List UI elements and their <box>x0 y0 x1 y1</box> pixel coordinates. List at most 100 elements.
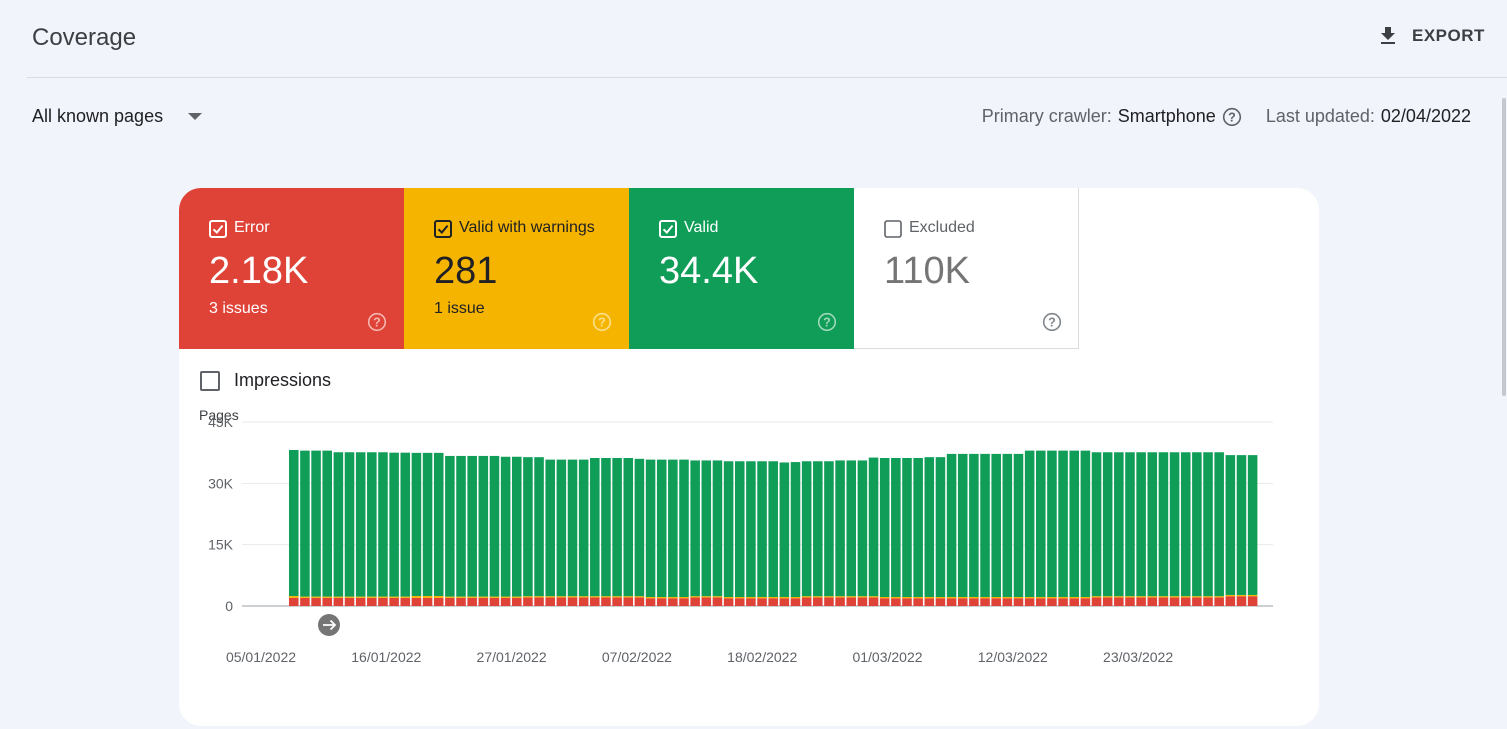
checkbox-unchecked-icon[interactable] <box>200 370 220 391</box>
bar-error <box>333 597 344 606</box>
tile-warning[interactable]: Valid with warnings 281 1 issue ? <box>404 188 629 349</box>
bar-valid <box>668 459 678 598</box>
bar-valid-with-warnings <box>801 596 812 598</box>
bar-valid-with-warnings <box>1047 597 1057 599</box>
bar-valid-with-warnings <box>578 596 589 598</box>
bar-valid <box>1169 452 1180 597</box>
help-circle-icon[interactable]: ? <box>1222 107 1242 127</box>
bar-valid-with-warnings <box>813 596 823 598</box>
bar-valid-with-warnings <box>445 596 455 598</box>
bar-valid-with-warnings <box>668 597 678 599</box>
tile-excluded[interactable]: Excluded 110K ? <box>854 188 1079 349</box>
bar-valid-with-warnings <box>1136 596 1146 598</box>
bar-valid <box>511 456 522 597</box>
bar-valid <box>969 453 979 598</box>
bar-valid <box>980 453 990 598</box>
bar-valid <box>1203 452 1213 597</box>
help-circle-icon[interactable]: ? <box>592 312 612 332</box>
scrollbar-thumb[interactable] <box>1502 98 1506 396</box>
tile-error[interactable]: Error 2.18K 3 issues ? <box>179 188 404 349</box>
bar-valid-with-warnings <box>690 596 700 598</box>
checkbox-checked-icon[interactable] <box>209 220 227 238</box>
bar-valid <box>1114 452 1124 597</box>
bar-valid-with-warnings <box>1247 594 1258 597</box>
bar-valid-with-warnings <box>645 597 656 599</box>
page-filter-dropdown[interactable]: All known pages <box>32 106 203 127</box>
bar-valid <box>924 457 935 598</box>
bar-valid <box>746 461 756 598</box>
checkbox-checked-icon[interactable] <box>659 220 677 238</box>
bar-error <box>1091 597 1102 606</box>
bar-error <box>1203 597 1213 606</box>
bar-valid-with-warnings <box>523 596 533 598</box>
help-circle-icon[interactable]: ? <box>817 312 837 332</box>
bar-valid <box>846 460 857 597</box>
bar-valid <box>1225 455 1236 595</box>
crawl-meta: Primary crawler: Smartphone ? Last updat… <box>982 106 1471 127</box>
bar-error <box>1236 596 1247 606</box>
bar-error <box>980 598 990 606</box>
svg-text:?: ? <box>598 316 606 330</box>
bar-valid-with-warnings <box>1158 596 1169 598</box>
bar-error <box>723 598 734 606</box>
bar-error <box>868 597 879 606</box>
bar-valid <box>723 461 734 598</box>
tile-valid[interactable]: Valid 34.4K ? <box>629 188 854 349</box>
bar-valid-with-warnings <box>311 596 321 598</box>
dropdown-arrow-icon <box>188 112 203 120</box>
bar-error <box>935 598 946 606</box>
bar-valid-with-warnings <box>556 596 567 598</box>
export-button[interactable]: EXPORT <box>1376 24 1485 48</box>
bar-valid-with-warnings <box>344 596 355 598</box>
bar-valid <box>857 460 868 597</box>
x-tick-label: 27/01/2022 <box>477 649 547 665</box>
bar-valid <box>411 452 422 596</box>
bar-valid <box>679 459 689 598</box>
bar-valid-with-warnings <box>567 596 578 598</box>
svg-text:?: ? <box>1048 316 1056 330</box>
bar-valid <box>645 459 656 598</box>
bar-valid-with-warnings <box>500 596 511 598</box>
bar-valid <box>1069 450 1080 598</box>
bar-valid-with-warnings <box>1192 596 1202 598</box>
x-tick-label: 07/02/2022 <box>602 649 672 665</box>
download-icon <box>1381 27 1395 44</box>
bar-error <box>857 597 868 606</box>
bar-valid-with-warnings <box>857 596 868 598</box>
bar-valid <box>389 452 399 597</box>
bar-error <box>746 598 756 606</box>
help-circle-icon[interactable]: ? <box>1042 312 1062 332</box>
svg-text:?: ? <box>373 316 381 330</box>
bar-error <box>1225 596 1236 606</box>
bar-valid-with-warnings <box>1125 596 1135 598</box>
tile-warning-count: 281 <box>434 250 498 292</box>
bar-valid <box>835 460 845 597</box>
bar-valid-with-warnings <box>422 595 433 598</box>
impressions-toggle[interactable]: Impressions <box>200 370 331 391</box>
bar-error <box>322 597 332 606</box>
bar-error <box>523 597 533 606</box>
bar-error <box>957 598 968 606</box>
annotation-arrow-icon[interactable] <box>318 614 340 636</box>
bar-valid <box>467 455 477 597</box>
bar-valid-with-warnings <box>1225 594 1236 597</box>
bar-valid-with-warnings <box>868 596 879 598</box>
bar-error <box>1158 597 1169 606</box>
bar-valid-with-warnings <box>478 596 489 598</box>
bar-error <box>846 597 857 606</box>
help-circle-icon[interactable]: ? <box>367 312 387 332</box>
checkbox-checked-icon[interactable] <box>434 220 452 238</box>
bar-error <box>500 597 511 606</box>
bar-valid <box>567 459 578 597</box>
bar-valid <box>623 457 634 597</box>
bar-valid <box>578 459 589 597</box>
y-tick-label: 0 <box>225 598 233 614</box>
bar-error <box>991 598 1001 606</box>
bar-valid <box>824 461 834 597</box>
bar-error <box>656 598 667 606</box>
bar-valid-with-warnings <box>601 596 611 598</box>
bar-error <box>779 598 790 606</box>
bar-error <box>701 597 712 606</box>
checkbox-unchecked-icon[interactable] <box>884 220 902 238</box>
bar-error <box>456 597 466 606</box>
